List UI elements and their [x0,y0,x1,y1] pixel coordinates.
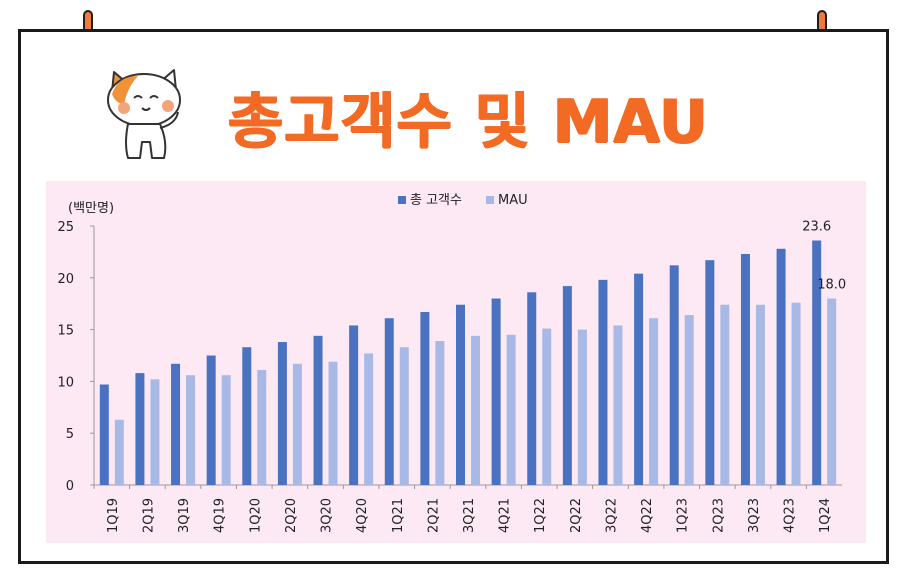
x-tick-label: 3Q23 [747,498,762,533]
bar-1-2Q21 [435,340,445,485]
bar-0-1Q24 [812,240,822,485]
y-tick-label: 25 [57,220,74,235]
bar-0-3Q20 [313,335,323,485]
bar-1-1Q20 [257,370,267,485]
x-tick-label: 3Q19 [177,498,192,533]
legend-swatch-1 [486,196,494,204]
cat-mascot-icon [107,69,181,159]
x-tick-label: 2Q19 [141,498,156,533]
x-tick-label: 1Q21 [391,498,406,533]
bar-0-1Q23 [669,265,679,485]
x-tick-label: 1Q20 [248,498,263,533]
bar-1-3Q20 [328,361,338,485]
x-tick-label: 4Q22 [640,498,655,533]
bar-0-3Q23 [740,253,750,485]
x-tick-label: 2Q20 [284,498,299,533]
bar-1-4Q19 [221,375,231,485]
x-tick-label: 4Q20 [355,498,370,533]
bar-0-4Q22 [634,273,644,485]
x-tick-label: 4Q19 [213,498,228,533]
bar-0-4Q23 [776,248,786,485]
chart-panel: 0 5 10 15 20 25 (백만명) 총 고객수 MAU 1Q19 2Q19 3Q19 4Q19 1… [46,181,866,543]
legend-label-0: 총 고객수 [410,193,462,208]
y-tick-label: 20 [57,272,74,287]
bar-0-2Q21 [420,311,430,485]
bar-0-1Q21 [384,318,394,485]
x-tick-label: 2Q22 [569,498,584,533]
x-tick-label: 1Q24 [818,498,833,533]
bar-0-2Q19 [135,373,145,485]
legend-label-1: MAU [498,193,528,208]
x-tick-label: 1Q19 [106,498,121,533]
bar-1-4Q23 [791,302,801,485]
y-tick-label: 15 [57,324,74,339]
bar-chart: 0 5 10 15 20 25 (백만명) 총 고객수 MAU 1Q19 2Q19 3Q19 4Q19 1… [57,193,846,533]
x-tick-label: 3Q21 [462,498,477,533]
bar-0-1Q20 [242,347,252,485]
bar-0-2Q23 [705,260,715,485]
bar-0-1Q19 [99,384,109,485]
bar-1-1Q19 [114,419,124,485]
bar-0-2Q20 [277,342,287,485]
data-label-0: 23.6 [802,220,831,235]
bar-1-1Q21 [399,347,409,485]
bar-0-4Q19 [206,355,216,485]
data-label-1: 18.0 [817,278,846,293]
bar-1-1Q24 [827,298,837,485]
bar-1-2Q19 [150,379,160,485]
bar-0-4Q21 [491,298,501,485]
bar-1-4Q21 [506,334,516,485]
bar-1-2Q23 [720,304,730,485]
bar-0-3Q21 [456,304,465,485]
y-tick-label: 0 [66,479,74,494]
x-tick-label: 3Q22 [604,498,619,533]
x-tick-label: 1Q23 [676,498,691,533]
y-axis-label: (백만명) [68,201,114,216]
bar-1-1Q22 [542,328,552,485]
bar-1-2Q20 [292,363,302,485]
bar-1-4Q20 [364,353,374,485]
page-title: 총고객수 및 MAU [228,86,709,157]
x-tick-label: 3Q20 [320,498,335,533]
bar-1-3Q22 [613,325,623,485]
x-tick-label: 2Q21 [426,498,441,533]
bar-0-1Q22 [527,292,537,485]
bar-1-4Q22 [649,318,659,485]
bar-1-2Q22 [577,329,587,485]
y-tick-label: 5 [66,427,74,442]
x-tick-label: 2Q23 [711,498,726,533]
x-tick-label: 1Q22 [533,498,548,533]
bar-1-3Q19 [186,375,196,485]
bar-0-3Q19 [171,363,181,485]
bar-1-1Q23 [684,315,694,485]
bar-1-3Q21 [471,335,480,485]
bar-1-3Q23 [755,304,765,485]
bar-0-2Q22 [562,286,572,485]
bar-0-3Q22 [598,279,608,485]
legend-swatch-0 [398,196,406,204]
x-tick-label: 4Q23 [783,498,798,533]
bar-0-4Q20 [349,325,359,485]
x-tick-label: 4Q21 [498,498,513,533]
y-tick-label: 10 [57,375,74,390]
